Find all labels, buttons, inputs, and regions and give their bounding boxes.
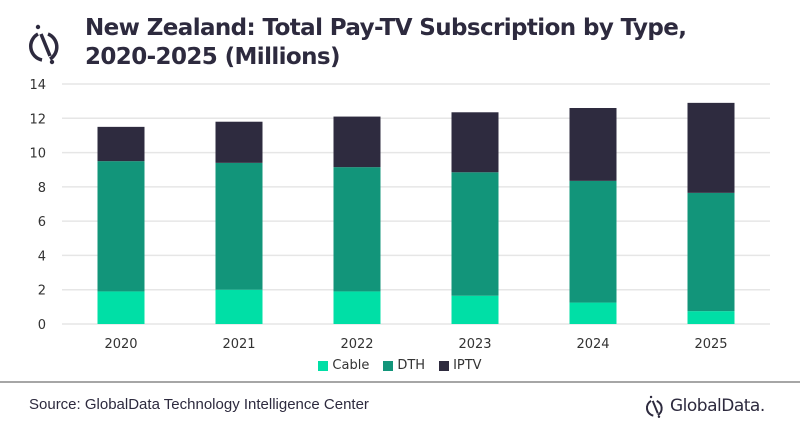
y-tick-label: 0 — [38, 318, 46, 333]
x-tick-label: 2025 — [694, 337, 727, 352]
y-tick-label: 6 — [38, 215, 46, 230]
bar-segment-dth-2020 — [97, 161, 145, 292]
globaldata-logo-icon — [26, 20, 64, 66]
legend-item-cable: Cable — [318, 358, 369, 373]
bar-segment-iptv-2023 — [451, 112, 499, 173]
y-tick-label: 12 — [29, 112, 46, 127]
brand-name: GlobalData. — [670, 396, 765, 416]
chart-legend: Cable DTH IPTV — [0, 358, 800, 373]
legend-label: DTH — [397, 358, 426, 373]
bar-segment-cable-2022 — [333, 291, 381, 324]
legend-swatch — [439, 360, 450, 371]
chart-title: New Zealand: Total Pay-TV Subscription b… — [85, 14, 687, 72]
bar-segment-cable-2021 — [215, 289, 263, 324]
y-tick-label: 8 — [38, 181, 46, 196]
bar-segment-cable-2023 — [451, 295, 499, 324]
x-tick-label: 2020 — [104, 337, 137, 352]
bar-segment-cable-2020 — [97, 291, 145, 324]
y-tick-label: 14 — [29, 78, 46, 93]
legend-swatch — [383, 360, 394, 371]
y-tick-label: 2 — [38, 284, 46, 299]
legend-label: IPTV — [453, 358, 482, 373]
bar-segment-dth-2023 — [451, 172, 499, 296]
x-tick-label: 2022 — [340, 337, 373, 352]
y-tick-label: 10 — [29, 147, 46, 162]
title-line-2: 2020-2025 (Millions) — [85, 44, 341, 70]
globaldata-mark-icon — [645, 395, 663, 418]
bar-segment-iptv-2025 — [687, 102, 735, 193]
legend-item-iptv: IPTV — [439, 358, 482, 373]
bar-segment-dth-2022 — [333, 167, 381, 292]
bar-segment-dth-2025 — [687, 192, 735, 312]
bar-segment-iptv-2022 — [333, 116, 381, 168]
x-tick-label: 2023 — [458, 337, 491, 352]
y-tick-label: 4 — [38, 249, 46, 264]
bar-segment-dth-2024 — [569, 180, 617, 303]
legend-item-dth: DTH — [383, 358, 425, 373]
footer-divider — [0, 381, 800, 383]
stacked-bar-chart: 0 2 4 6 8 10 12 14 2020 2021 2022 2023 2024 2025 — [29, 78, 770, 352]
bar-segment-dth-2021 — [215, 162, 263, 290]
title-line-1: New Zealand: Total Pay-TV Subscription b… — [85, 15, 687, 41]
bar-segment-cable-2025 — [687, 311, 735, 324]
bar-segment-cable-2024 — [569, 302, 617, 324]
source-note: Source: GlobalData Technology Intelligen… — [29, 396, 369, 413]
x-tick-label: 2024 — [576, 337, 609, 352]
brand-logo: GlobalData. — [644, 393, 765, 419]
bar-segment-iptv-2020 — [97, 126, 145, 162]
legend-label: Cable — [332, 358, 370, 373]
x-tick-label: 2021 — [222, 337, 255, 352]
bar-segment-iptv-2024 — [569, 108, 617, 181]
bar-segment-iptv-2021 — [215, 121, 263, 163]
legend-swatch — [318, 360, 329, 371]
